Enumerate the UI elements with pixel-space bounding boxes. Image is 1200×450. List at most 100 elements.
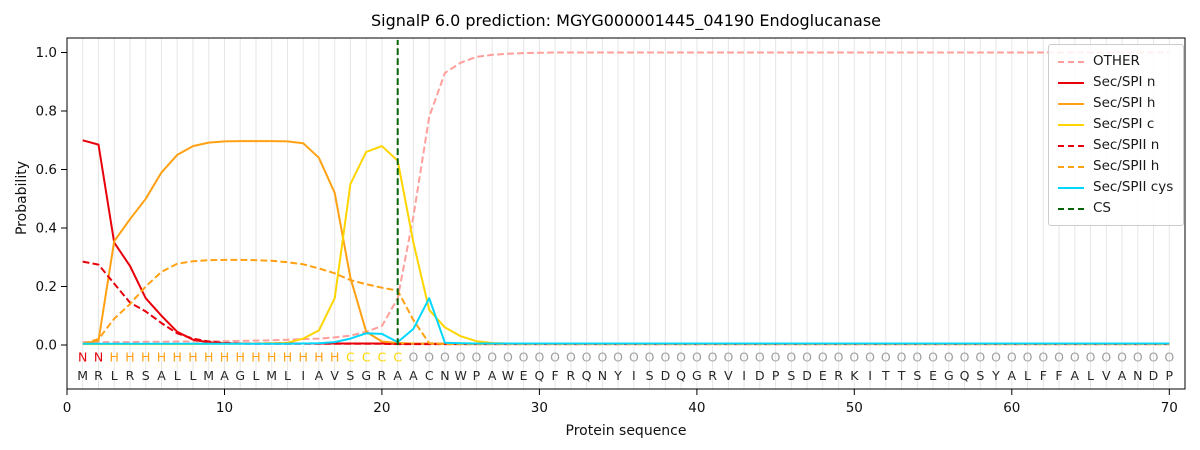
legend-line-swatch: [1058, 165, 1084, 168]
region-label: O: [629, 350, 639, 365]
legend-label: Sec/SPII cys: [1093, 179, 1174, 195]
sequence-letter: A: [157, 368, 166, 383]
region-label: H: [267, 350, 276, 365]
region-label: O: [771, 350, 781, 365]
region-label: H: [220, 350, 229, 365]
region-label: H: [125, 350, 134, 365]
sequence-letter: N: [440, 368, 449, 383]
region-label: O: [613, 350, 623, 365]
region-label: O: [912, 350, 922, 365]
x-tick-label: 60: [1003, 400, 1020, 416]
x-tick-label: 0: [63, 400, 72, 416]
sequence-letter: E: [929, 368, 937, 383]
sequence-letter: G: [235, 368, 245, 383]
sequence-letter: C: [425, 368, 434, 383]
sequence-letter: A: [393, 368, 402, 383]
sequence-letter: E: [520, 368, 528, 383]
sequence-letter: G: [944, 368, 954, 383]
region-label: O: [645, 350, 655, 365]
legend-label: Sec/SPI n: [1093, 74, 1156, 90]
region-label: O: [1023, 350, 1033, 365]
y-tick-label: 0.4: [36, 221, 57, 237]
sequence-letter: A: [1071, 368, 1080, 383]
sequence-letter: R: [708, 368, 717, 383]
series-sec-spii-h: [82, 258, 1170, 346]
series-sec-spi-n: [82, 139, 1170, 345]
region-label: O: [676, 350, 686, 365]
region-label: O: [1086, 350, 1096, 365]
region-label: H: [172, 350, 181, 365]
legend: OTHER Sec/SPI n Sec/SPI h Sec/SPI c Sec/SPII…: [1048, 44, 1185, 226]
region-label: O: [723, 350, 733, 365]
legend-label: OTHER: [1093, 53, 1140, 69]
region-label: C: [393, 350, 402, 365]
legend-line-swatch: [1058, 123, 1084, 126]
region-label: H: [188, 350, 197, 365]
sequence-letter: G: [361, 368, 371, 383]
sequence-letter: D: [661, 368, 671, 383]
region-label: H: [235, 350, 244, 365]
region-label: O: [1054, 350, 1064, 365]
region-label: O: [786, 350, 796, 365]
region-label: O: [660, 350, 670, 365]
region-label: O: [991, 350, 1001, 365]
legend-line-swatch: [1058, 144, 1084, 147]
sequence-letter: I: [301, 368, 305, 383]
sequence-letter: P: [772, 368, 780, 383]
sequence-letter: W: [455, 368, 467, 383]
legend-item-cs: CS: [1058, 198, 1173, 219]
region-label: O: [440, 350, 450, 365]
legend-line-swatch: [1058, 186, 1084, 189]
region-label: O: [566, 350, 576, 365]
region-label: H: [251, 350, 260, 365]
series-sec-spi-c: [82, 145, 1170, 346]
sequence-letter: I: [868, 368, 872, 383]
sequence-letter: S: [142, 368, 150, 383]
sequence-letter: A: [409, 368, 418, 383]
sequence-letter: R: [567, 368, 576, 383]
sequence-letter: Q: [582, 368, 592, 383]
region-label: H: [314, 350, 323, 365]
sequence-letter: L: [1087, 368, 1094, 383]
x-tick-label: 50: [846, 400, 863, 416]
sequence-letter: D: [802, 368, 812, 383]
region-label: O: [456, 350, 466, 365]
sequence-letter: A: [1008, 368, 1017, 383]
region-label: O: [1101, 350, 1111, 365]
region-label: O: [424, 350, 434, 365]
sequence-letter: M: [77, 368, 88, 383]
sequence-letter: L: [253, 368, 260, 383]
sequence-letter: D: [1149, 368, 1159, 383]
region-label: O: [1149, 350, 1159, 365]
sequence-letter: A: [1118, 368, 1127, 383]
series-sec-spi-h: [82, 140, 1170, 345]
y-tick-label: 0.6: [36, 162, 57, 178]
y-tick-label: 0.0: [36, 338, 57, 354]
sequence-letter: F: [551, 368, 558, 383]
sequence-letter: N: [598, 368, 607, 383]
region-label: O: [519, 350, 529, 365]
sequence-letter: Y: [613, 368, 622, 383]
region-label: O: [818, 350, 828, 365]
region-label: O: [897, 350, 907, 365]
sequence-letter: V: [330, 368, 339, 383]
region-label: O: [408, 350, 418, 365]
series-sec-spii-n: [82, 260, 1170, 346]
sequence-letter: D: [755, 368, 765, 383]
legend-label: Sec/SPI h: [1093, 95, 1156, 111]
region-label: H: [283, 350, 292, 365]
legend-item-sec-spi-h: Sec/SPI h: [1058, 93, 1173, 114]
region-label: O: [1038, 350, 1048, 365]
sequence-letter: S: [346, 368, 354, 383]
region-label: C: [362, 350, 371, 365]
sequence-letter: F: [1040, 368, 1047, 383]
x-axis-ticks: 0 10 20 30 40 50 60 70: [63, 389, 1178, 416]
series-other: [82, 51, 1170, 344]
region-label: O: [550, 350, 560, 365]
sequence-letter: P: [473, 368, 481, 383]
y-axis-label: Probability: [14, 161, 30, 236]
sequence-letter: L: [284, 368, 291, 383]
sequence-letter: S: [976, 368, 984, 383]
region-label: O: [881, 350, 891, 365]
